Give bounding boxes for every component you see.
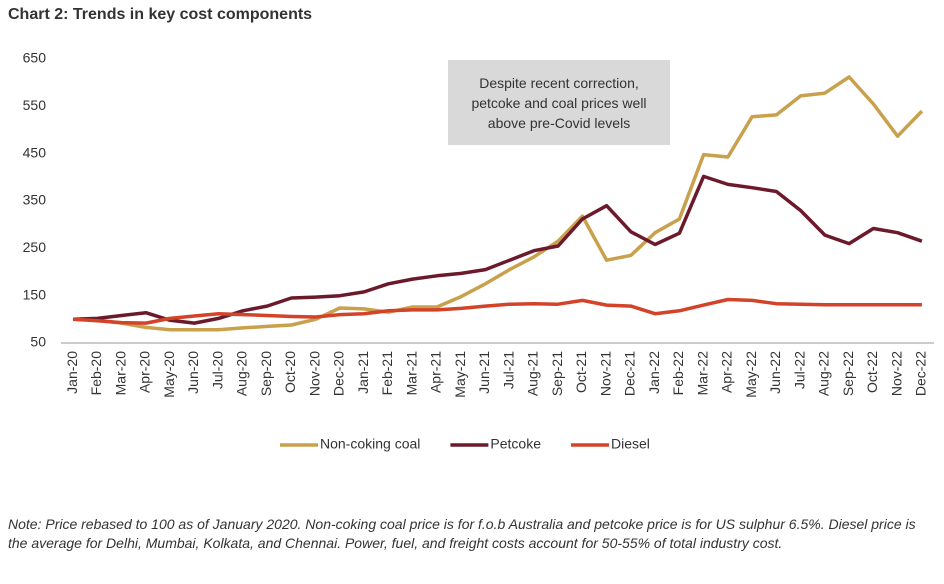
x-tick-label: Jun-22: [767, 351, 783, 394]
y-tick-label: 350: [23, 192, 47, 208]
x-tick-label: Mar-20: [112, 351, 128, 396]
y-tick-label: 450: [23, 144, 47, 160]
x-tick-label: Jan-21: [355, 351, 371, 394]
x-tick-label: May-21: [452, 351, 468, 398]
legend-label: Non-coking coal: [320, 436, 420, 452]
legend-label: Diesel: [611, 436, 650, 452]
x-tick-label: Jan-20: [64, 351, 80, 394]
line-series: [72, 297, 922, 325]
y-tick-label: 250: [23, 239, 47, 255]
x-tick-label: Oct-22: [864, 351, 880, 393]
x-tick-label: Apr-22: [719, 351, 735, 393]
x-tick-label: Aug-20: [234, 351, 250, 396]
x-tick-label: Nov-22: [888, 351, 904, 396]
x-tick-label: Nov-21: [597, 351, 613, 396]
y-tick-label: 50: [30, 334, 46, 350]
y-tick-label: 150: [23, 286, 47, 302]
x-tick-label: Feb-21: [379, 351, 395, 396]
x-tick-label: Jul-22: [791, 351, 807, 389]
x-tick-label: Apr-21: [428, 351, 444, 393]
x-tick-label: Nov-20: [306, 351, 322, 396]
x-tick-label: Jul-20: [209, 351, 225, 389]
x-tick-label: Oct-20: [282, 351, 298, 393]
x-tick-label: May-22: [743, 351, 759, 398]
note: Note: Price rebased to 100 as of January…: [8, 516, 916, 551]
line-series: [73, 75, 924, 332]
x-tick-label: Jun-20: [185, 351, 201, 394]
y-tick-label: 550: [23, 97, 47, 113]
x-tick-label: Mar-21: [403, 351, 419, 396]
x-tick-label: Dec-20: [331, 351, 347, 396]
x-tick-label: Oct-21: [573, 351, 589, 393]
y-tick-label: 650: [23, 50, 47, 66]
x-tick-label: Feb-20: [88, 351, 104, 396]
x-tick-label: Jul-21: [500, 351, 516, 389]
x-tick-label: Dec-21: [622, 351, 638, 396]
legend-label: Petcoke: [490, 436, 541, 452]
x-tick-label: Aug-21: [525, 351, 541, 396]
x-tick-label: Mar-22: [694, 351, 710, 396]
x-tick-label: Jan-22: [646, 351, 662, 394]
x-tick-label: Jun-21: [476, 351, 492, 394]
line-series: [73, 174, 923, 325]
x-tick-label: Sep-22: [840, 351, 856, 396]
x-tick-label: Sep-20: [258, 351, 274, 396]
x-tick-label: Sep-21: [549, 351, 565, 396]
annotation: Despite recent correction, petcoke and c…: [448, 60, 670, 145]
x-tick-label: Feb-22: [670, 351, 686, 396]
x-tick-label: Dec-22: [913, 351, 929, 396]
chart-title: Chart 2: Trends in key cost components: [8, 6, 313, 23]
x-tick-label: Aug-22: [816, 351, 832, 396]
x-tick-label: Apr-20: [137, 351, 153, 393]
x-tick-label: May-20: [161, 351, 177, 398]
